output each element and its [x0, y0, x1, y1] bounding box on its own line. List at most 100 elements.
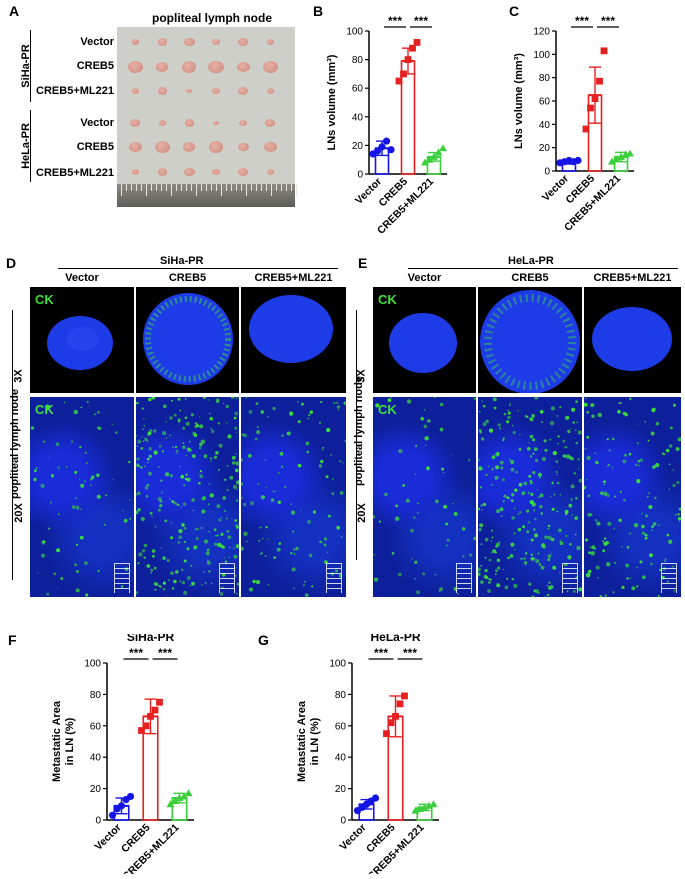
- y-tick-label: 40: [352, 112, 364, 123]
- row-label-vector: Vector: [80, 36, 114, 48]
- ruler-tick: [176, 184, 177, 191]
- scale-bar: [219, 563, 235, 593]
- chart-b: SiHa-PRLNs volume (mm³)020406080100Vecto…: [326, 10, 447, 237]
- ruler-tick: [181, 184, 182, 191]
- lymph-node-specimen: [212, 38, 220, 46]
- lymph-node-photo: [117, 27, 297, 207]
- ruler-tick: [121, 184, 122, 196]
- lymph-node-specimen: [266, 39, 274, 45]
- data-point: [371, 794, 380, 802]
- ruler-tick: [191, 184, 192, 191]
- y-tick-label: 40: [539, 120, 551, 131]
- data-point: [600, 47, 608, 55]
- row-label-creb5: CREB5: [76, 60, 114, 72]
- ruler-tick: [216, 184, 217, 191]
- y-tick-label: 0: [544, 167, 550, 178]
- scale-bar: [562, 563, 578, 593]
- data-point: [108, 811, 117, 819]
- ruler-tick: [291, 184, 292, 191]
- ruler-tick: [261, 184, 262, 191]
- data-point: [392, 712, 399, 720]
- y-tick-label: 120: [533, 27, 550, 38]
- image-d-20x-vector: CK: [30, 397, 134, 597]
- ruler-tick: [271, 184, 272, 196]
- ruler-tick: [211, 184, 212, 191]
- ruler-tick: [151, 184, 152, 191]
- lymph-node-specimen: [156, 62, 168, 72]
- column-label-creb5-ml221: CREB5+ML221: [254, 272, 333, 284]
- chart-title: HeLa-PR: [570, 10, 620, 12]
- y-tick-label: 60: [352, 84, 364, 95]
- y-tick-label: 60: [335, 721, 347, 732]
- group-label-siha: SiHa-PR: [20, 44, 32, 88]
- lymph-node-specimen: [131, 39, 139, 45]
- y-tick-label: 0: [95, 816, 101, 827]
- mag-label-3x-d: 3X: [12, 369, 25, 383]
- data-point: [409, 44, 416, 52]
- data-point: [184, 789, 193, 797]
- lymph-node-specimen: [213, 120, 219, 126]
- cell-line-bracket-e: [408, 268, 678, 269]
- ruler-tick: [276, 184, 277, 191]
- image-d-3x-vector: CK: [30, 287, 134, 393]
- ruler-tick: [281, 184, 282, 191]
- mag-label-20x-e: 20X: [355, 503, 368, 523]
- data-point: [430, 152, 438, 160]
- group-bracket-hela: [30, 110, 31, 182]
- ruler-tick: [156, 184, 157, 191]
- cell-line-label-d: SiHa-PR: [160, 255, 204, 267]
- lymph-node-section: [249, 295, 333, 363]
- data-point: [425, 155, 434, 163]
- significance-label: ***: [414, 14, 428, 28]
- image-e-3x-creb5-ml221: [584, 287, 681, 393]
- panel-label-c: C: [509, 3, 520, 19]
- data-point: [612, 155, 621, 163]
- scale-bar: [114, 563, 130, 593]
- ruler-tick: [136, 184, 137, 191]
- panel-label-g: G: [258, 632, 269, 648]
- stain-label: CK: [378, 292, 397, 307]
- data-point: [429, 800, 438, 808]
- ck-signal: [478, 397, 582, 597]
- y-tick-label: 60: [90, 721, 102, 732]
- lymph-node-specimen: [128, 141, 142, 153]
- image-d-3x-creb5: [136, 287, 239, 393]
- lymph-node-specimen: [263, 141, 277, 153]
- ruler-tick: [171, 184, 172, 196]
- column-label-creb5-ml221: CREB5+ML221: [593, 272, 672, 284]
- ruler-tick: [231, 184, 232, 191]
- panel-label-b: B: [313, 3, 324, 19]
- y-axis-label: LNs volume (mm³): [326, 54, 338, 150]
- y-axis-label: LNs volume (mm³): [513, 53, 525, 149]
- data-point: [400, 70, 407, 78]
- panel-label-f: F: [8, 632, 17, 648]
- lymph-node-specimen: [130, 119, 140, 127]
- ck-signal: [136, 397, 239, 597]
- data-point: [387, 719, 395, 727]
- data-point: [387, 146, 395, 154]
- lymph-node-specimen: [183, 37, 195, 47]
- lymph-node-specimen: [212, 168, 220, 176]
- significance-label: ***: [601, 14, 615, 28]
- lymph-node-specimen: [157, 87, 167, 95]
- y-tick-label: 80: [90, 690, 102, 701]
- ruler-tick: [161, 184, 162, 191]
- data-point: [138, 727, 145, 734]
- mag-label-20x-d: 20X: [12, 503, 25, 523]
- lymph-node-specimen: [131, 88, 139, 94]
- data-point: [117, 802, 126, 810]
- y-axis-label: Metastatic Area: [51, 700, 63, 782]
- ruler-tick: [226, 184, 227, 191]
- data-point: [142, 722, 150, 730]
- y-tick-label: 80: [352, 55, 364, 66]
- column-label-vector: Vector: [407, 272, 442, 284]
- lymph-node-specimen: [158, 120, 166, 126]
- lymph-node-specimen: [183, 167, 195, 177]
- lymph-node-specimen: [157, 38, 167, 46]
- chart-title: SiHa-PR: [384, 10, 432, 12]
- lymph-node-specimen: [182, 61, 196, 73]
- data-point: [608, 157, 616, 165]
- panel-a-title: popliteal lymph node: [152, 11, 273, 25]
- panel-label-a: A: [9, 3, 20, 19]
- cell-line-label-e: HeLa-PR: [508, 255, 554, 267]
